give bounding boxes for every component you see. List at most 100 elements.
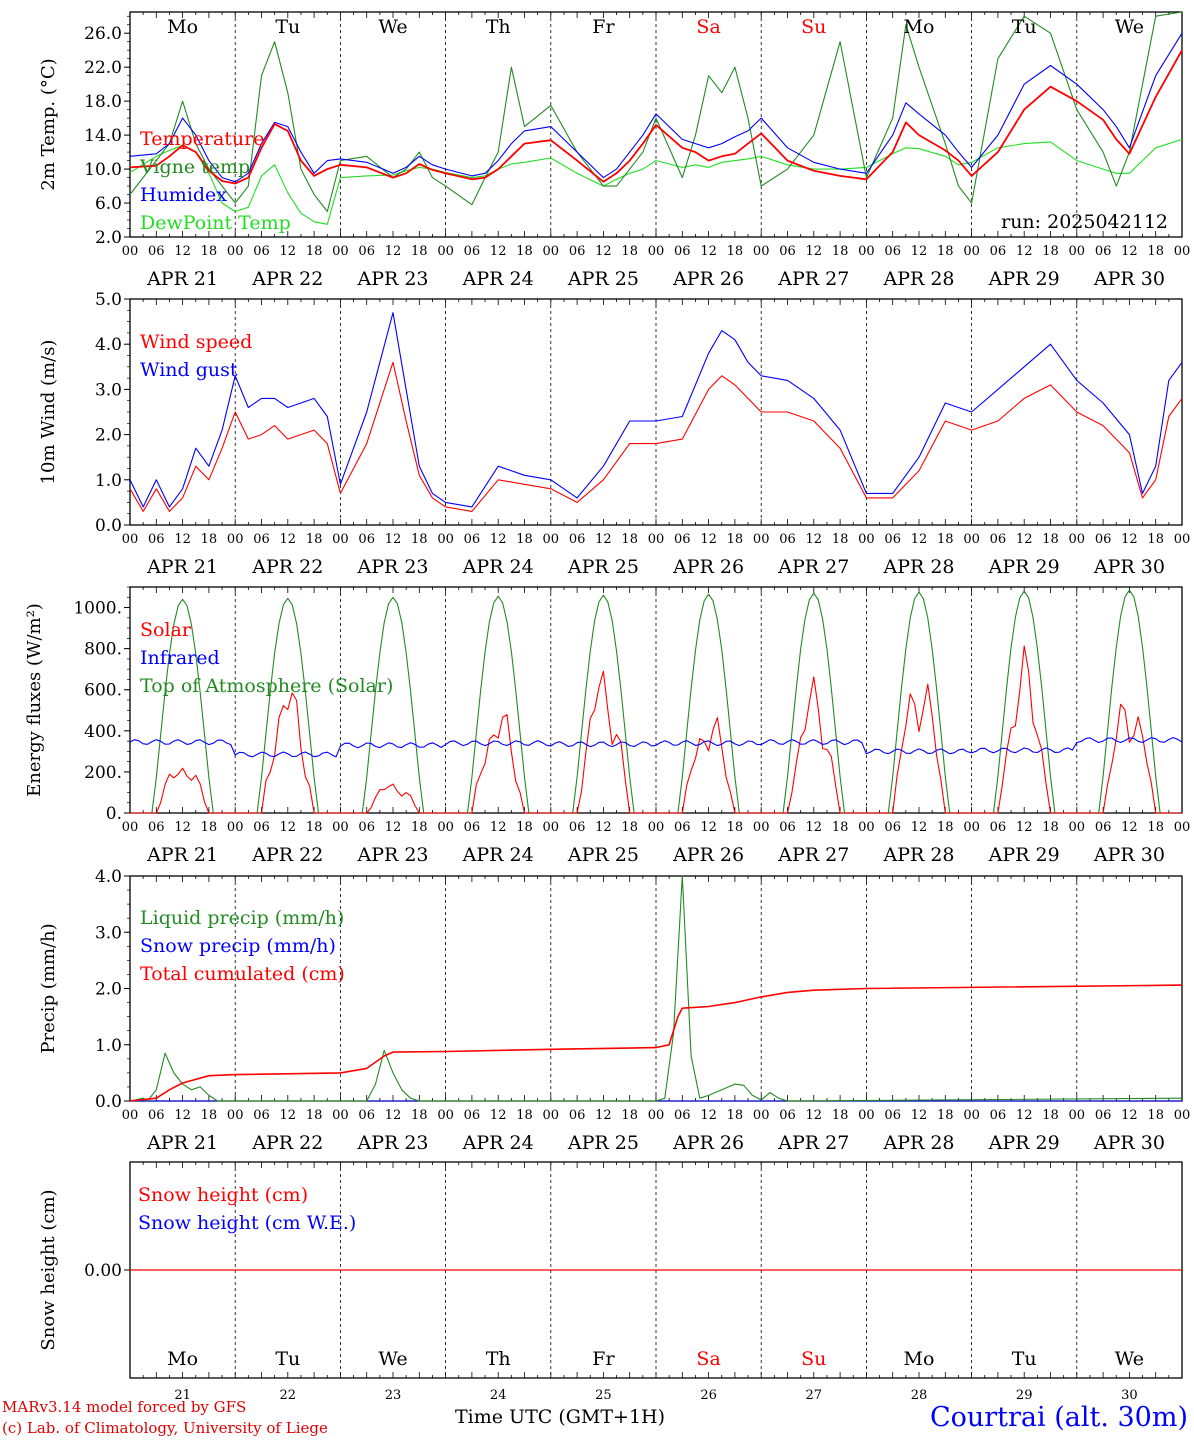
x-hour-label: 06 bbox=[253, 244, 270, 259]
x-hour-label: 12 bbox=[490, 820, 507, 835]
x-date-label: APR 28 bbox=[882, 844, 954, 866]
x-hour-label: 00 bbox=[1174, 532, 1191, 547]
y-tick-label: 4.0 bbox=[95, 867, 122, 887]
x-hour-label: 12 bbox=[174, 532, 191, 547]
x-hour-label: 12 bbox=[490, 532, 507, 547]
x-hour-label: 06 bbox=[674, 244, 691, 259]
x-hour-label: 06 bbox=[1095, 244, 1112, 259]
panel-3: 0. 200. 400. 600. 800. 1000. Energy fluxes (W/… bbox=[24, 586, 1190, 866]
x-hour-label: 12 bbox=[280, 1108, 297, 1123]
x-hour-label: 12 bbox=[280, 244, 297, 259]
x-hour-label: 12 bbox=[385, 532, 402, 547]
x-date-label: APR 29 bbox=[988, 556, 1060, 578]
x-hour-label: 06 bbox=[358, 820, 375, 835]
x-hour-label: 06 bbox=[569, 1108, 586, 1123]
y-tick-label: 2.0 bbox=[95, 426, 122, 446]
x-hour-label: 00 bbox=[858, 1108, 875, 1123]
x-date-label: APR 28 bbox=[882, 268, 954, 290]
x-hour-label: 18 bbox=[1042, 244, 1059, 259]
x-hour-label: 06 bbox=[569, 532, 586, 547]
day-number-label: 27 bbox=[806, 1388, 823, 1403]
x-hour-label: 12 bbox=[1016, 532, 1033, 547]
x-hour-label: 18 bbox=[832, 820, 849, 835]
panel-1: 2.0 6.0 10.0 14.0 18.0 22.0 26.0 2m Temp. (°C) 0… bbox=[38, 11, 1191, 290]
x-hour-label: 18 bbox=[621, 820, 638, 835]
x-hour-label: 06 bbox=[358, 1108, 375, 1123]
x-date-label: APR 29 bbox=[988, 268, 1060, 290]
legend-entry: Humidex bbox=[140, 184, 227, 206]
x-hour-label: 18 bbox=[1147, 244, 1164, 259]
legend-entry: Infrared bbox=[140, 647, 220, 669]
x-hour-label: 12 bbox=[911, 820, 928, 835]
day-name-label: Mo bbox=[904, 16, 935, 38]
y-tick-label: 1000. bbox=[73, 599, 122, 619]
series-humidex bbox=[129, 32, 1183, 183]
legend-entry: Wind speed bbox=[140, 331, 252, 353]
x-hour-label: 06 bbox=[884, 820, 901, 835]
series-total-cumulated bbox=[129, 984, 1183, 1102]
series-wind-speed bbox=[129, 361, 1183, 512]
x-hour-label: 00 bbox=[437, 1108, 454, 1123]
x-date-label: APR 27 bbox=[777, 268, 849, 290]
panel-4: 0.0 1.0 2.0 3.0 4.0 Precip (mm/h) 00 06 12 18 APR … bbox=[38, 867, 1190, 1154]
x-hour-label: 06 bbox=[779, 244, 796, 259]
x-hour-label: 00 bbox=[753, 820, 770, 835]
x-hour-label: 00 bbox=[753, 244, 770, 259]
day-name-label: Sa bbox=[696, 16, 720, 38]
x-hour-label: 18 bbox=[411, 532, 428, 547]
x-hour-label: 00 bbox=[648, 820, 665, 835]
x-hour-label: 18 bbox=[516, 820, 533, 835]
y-tick-label: 2.0 bbox=[95, 228, 122, 248]
x-date-label: APR 30 bbox=[1093, 1132, 1165, 1154]
x-hour-label: 06 bbox=[1095, 532, 1112, 547]
x-hour-label: 12 bbox=[595, 820, 612, 835]
x-hour-label: 12 bbox=[911, 244, 928, 259]
y-axis-label: 10m Wind (m/s) bbox=[38, 340, 59, 485]
day-name-label: Sa bbox=[696, 1348, 720, 1370]
y-tick-label: 14.0 bbox=[84, 126, 122, 146]
x-date-label: APR 26 bbox=[672, 556, 744, 578]
credit-line-2: (c) Lab. of Climatology, University of L… bbox=[2, 1419, 328, 1437]
day-name-label: We bbox=[1115, 1348, 1144, 1370]
x-hour-label: 12 bbox=[595, 1108, 612, 1123]
x-hour-label: 06 bbox=[569, 820, 586, 835]
x-date-label: APR 21 bbox=[146, 268, 218, 290]
legend-entry: DewPoint Temp bbox=[140, 212, 291, 234]
day-name-label: We bbox=[378, 1348, 407, 1370]
x-hour-label: 00 bbox=[1174, 244, 1191, 259]
x-hour-label: 00 bbox=[227, 820, 244, 835]
x-hour-label: 12 bbox=[1016, 820, 1033, 835]
x-hour-label: 18 bbox=[1147, 532, 1164, 547]
x-hour-label: 06 bbox=[990, 532, 1007, 547]
x-hour-label: 06 bbox=[569, 244, 586, 259]
x-hour-label: 18 bbox=[937, 532, 954, 547]
x-hour-label: 18 bbox=[832, 1108, 849, 1123]
x-hour-label: 00 bbox=[227, 1108, 244, 1123]
x-hour-label: 00 bbox=[963, 532, 980, 547]
x-hour-label: 06 bbox=[148, 244, 165, 259]
x-hour-label: 00 bbox=[122, 244, 139, 259]
x-date-label: APR 22 bbox=[251, 268, 323, 290]
x-hour-label: 00 bbox=[858, 820, 875, 835]
y-tick-label: 3.0 bbox=[95, 923, 122, 943]
y-tick-label: 2.0 bbox=[95, 980, 122, 1000]
x-date-label: APR 23 bbox=[356, 556, 428, 578]
station-name: Courtrai (alt. 30m) bbox=[929, 1402, 1188, 1433]
x-hour-label: 06 bbox=[779, 820, 796, 835]
x-date-label: APR 25 bbox=[567, 556, 639, 578]
legend-entry: Wind gust bbox=[140, 359, 238, 381]
day-name-label: Fr bbox=[592, 1348, 615, 1370]
x-hour-label: 18 bbox=[201, 1108, 218, 1123]
x-date-label: APR 22 bbox=[251, 1132, 323, 1154]
x-hour-label: 12 bbox=[1121, 1108, 1138, 1123]
x-hour-label: 00 bbox=[332, 532, 349, 547]
x-hour-label: 00 bbox=[437, 532, 454, 547]
day-name-label: Th bbox=[486, 16, 511, 38]
x-hour-label: 00 bbox=[963, 1108, 980, 1123]
x-date-label: APR 23 bbox=[356, 1132, 428, 1154]
x-hour-label: 18 bbox=[516, 532, 533, 547]
x-date-label: APR 24 bbox=[462, 268, 534, 290]
x-hour-label: 00 bbox=[753, 532, 770, 547]
x-hour-label: 00 bbox=[543, 820, 560, 835]
day-name-label: Mo bbox=[167, 16, 198, 38]
